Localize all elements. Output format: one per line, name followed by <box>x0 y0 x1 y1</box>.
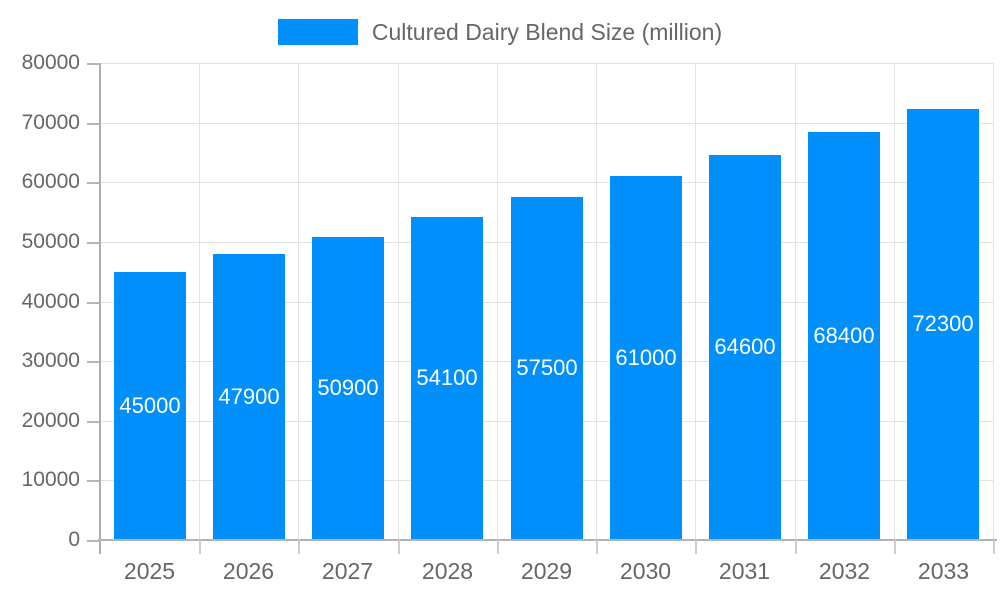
x-gridline <box>497 63 498 540</box>
x-axis-tick <box>993 540 995 554</box>
x-axis-tick <box>199 540 201 554</box>
bar-value-label: 61000 <box>615 344 677 370</box>
y-axis-tick <box>87 421 99 423</box>
y-axis-label: 20000 <box>21 409 80 432</box>
x-axis-tick <box>894 540 896 554</box>
y-axis-tick <box>87 123 99 125</box>
y-axis-label: 0 <box>68 528 80 551</box>
y-axis-label: 60000 <box>21 170 80 193</box>
x-axis-label: 2029 <box>520 558 573 584</box>
x-axis-line <box>98 539 997 541</box>
y-axis-tick <box>87 63 99 65</box>
x-axis-label: 2030 <box>619 558 672 584</box>
x-axis-tick <box>695 540 697 554</box>
bar-2031[interactable]: 64600 <box>709 155 781 539</box>
x-gridline <box>795 63 796 540</box>
bar-value-label: 72300 <box>912 311 974 336</box>
bar-2025[interactable]: 45000 <box>114 272 186 539</box>
y-axis-label: 80000 <box>21 51 80 74</box>
y-axis-label: 40000 <box>21 290 80 313</box>
y-axis-label: 50000 <box>21 230 80 253</box>
x-axis-tick <box>596 540 598 554</box>
x-axis-tick <box>398 540 400 554</box>
x-axis-label: 2028 <box>421 558 474 584</box>
y-gridline <box>100 123 993 124</box>
x-gridline <box>398 63 399 540</box>
x-axis-tick <box>298 540 300 554</box>
x-gridline <box>993 63 994 540</box>
bar-value-label: 45000 <box>119 392 181 418</box>
bar-2029[interactable]: 57500 <box>511 197 583 539</box>
y-gridline <box>100 182 993 183</box>
bar-2028[interactable]: 54100 <box>411 217 483 539</box>
x-axis-label: 2033 <box>917 558 970 584</box>
bar-2026[interactable]: 47900 <box>213 254 285 539</box>
x-axis-label: 2027 <box>321 558 374 584</box>
y-axis-label: 10000 <box>21 468 80 491</box>
y-axis-label: 70000 <box>21 111 80 134</box>
x-axis-label: 2032 <box>818 558 871 584</box>
legend-swatch <box>277 19 358 45</box>
y-axis-label: 30000 <box>21 349 80 372</box>
bar-value-label: 47900 <box>218 383 280 409</box>
bar-value-label: 57500 <box>516 355 578 380</box>
y-axis-tick <box>87 361 99 363</box>
x-axis-label: 2031 <box>718 558 771 584</box>
bar-value-label: 64600 <box>714 334 776 359</box>
y-axis-line <box>99 63 101 554</box>
bar-2032[interactable]: 68400 <box>808 132 880 539</box>
x-gridline <box>199 63 200 540</box>
bar-2027[interactable]: 50900 <box>312 237 384 539</box>
y-axis-tick <box>87 302 99 304</box>
bar-value-label: 68400 <box>813 322 875 348</box>
legend-item[interactable]: Cultured Dairy Blend Size (million) <box>0 14 1000 50</box>
bar-value-label: 54100 <box>416 365 478 390</box>
bar-value-label: 50900 <box>317 375 379 400</box>
y-axis-tick <box>87 480 99 482</box>
x-axis-tick <box>497 540 499 554</box>
x-gridline <box>894 63 895 540</box>
y-gridline <box>100 63 993 64</box>
legend-label: Cultured Dairy Blend Size (million) <box>371 19 723 45</box>
x-axis-label: 2026 <box>222 558 275 584</box>
x-axis-tick <box>795 540 797 554</box>
bar-2030[interactable]: 61000 <box>610 176 682 539</box>
bar-2033[interactable]: 72300 <box>907 109 979 539</box>
y-axis-tick <box>87 540 99 542</box>
x-axis-label: 2025 <box>123 558 176 584</box>
y-axis-tick <box>87 242 99 244</box>
x-gridline <box>695 63 696 540</box>
y-axis-tick <box>87 182 99 184</box>
x-gridline <box>596 63 597 540</box>
x-gridline <box>298 63 299 540</box>
